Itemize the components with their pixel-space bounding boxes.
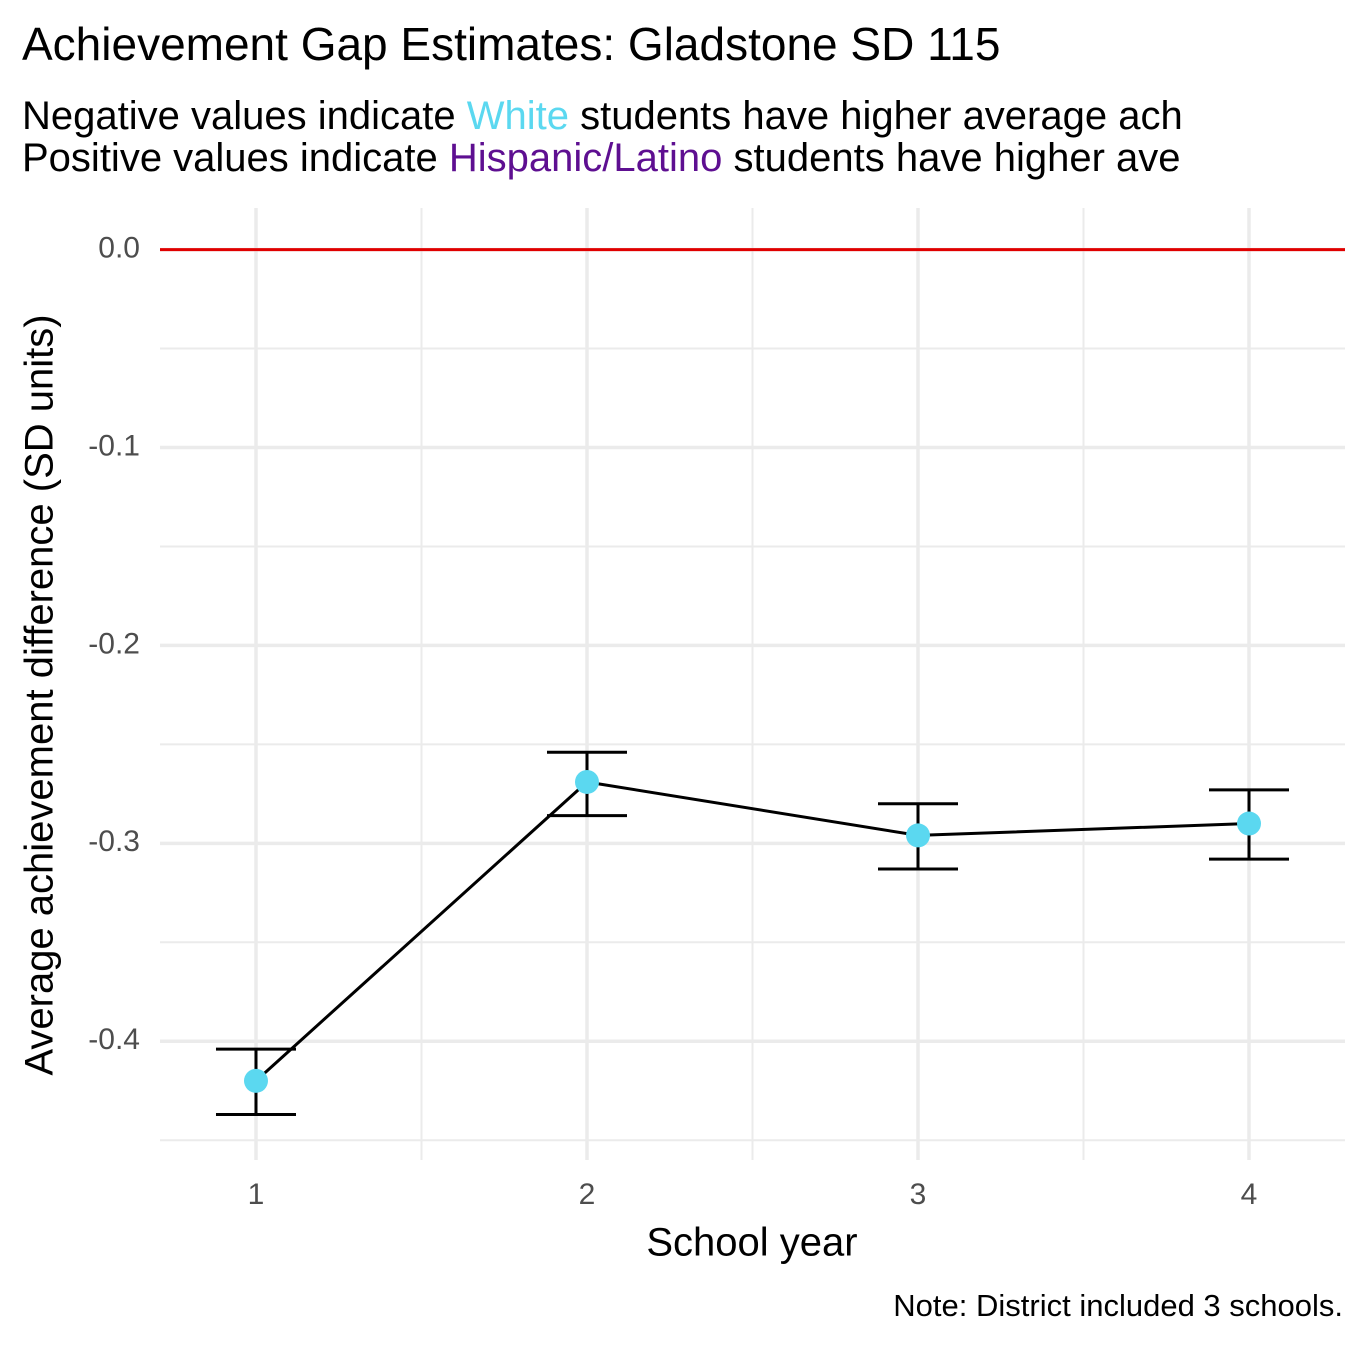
x-axis-title: School year xyxy=(646,1221,857,1265)
point xyxy=(574,769,599,794)
subtitle-segment: Positive values indicate xyxy=(22,136,449,180)
point xyxy=(1237,811,1262,836)
x-tick-label: 1 xyxy=(248,1178,265,1211)
y-axis-title: Average achievement difference (SD units… xyxy=(18,314,62,1075)
subtitle: Positive values indicate Hispanic/Latino… xyxy=(22,136,1181,180)
caption: Note: District included 3 schools. xyxy=(893,1288,1343,1323)
subtitle-segment: students have higher ave xyxy=(722,136,1180,180)
y-tick-label: -0.1 xyxy=(88,429,140,462)
x-tick-label: 4 xyxy=(1241,1178,1258,1211)
subtitle-segment: White xyxy=(467,94,569,138)
y-tick-label: -0.2 xyxy=(88,627,140,660)
point xyxy=(243,1068,268,1093)
y-tick-label: 0.0 xyxy=(98,231,140,264)
point xyxy=(906,823,931,848)
y-tick-label: -0.4 xyxy=(88,1023,140,1056)
line xyxy=(254,780,1250,1082)
y-tick-label: -0.3 xyxy=(88,825,140,858)
subtitle-segment: Hispanic/Latino xyxy=(449,136,723,180)
subtitle: Negative values indicate White students … xyxy=(22,94,1183,138)
chart-title: Achievement Gap Estimates: Gladstone SD … xyxy=(22,18,1000,70)
subtitle-segment: Negative values indicate xyxy=(22,94,467,138)
x-tick-label: 3 xyxy=(910,1178,927,1211)
subtitle-segment: students have higher average ach xyxy=(569,94,1183,138)
x-tick-label: 2 xyxy=(579,1178,596,1211)
